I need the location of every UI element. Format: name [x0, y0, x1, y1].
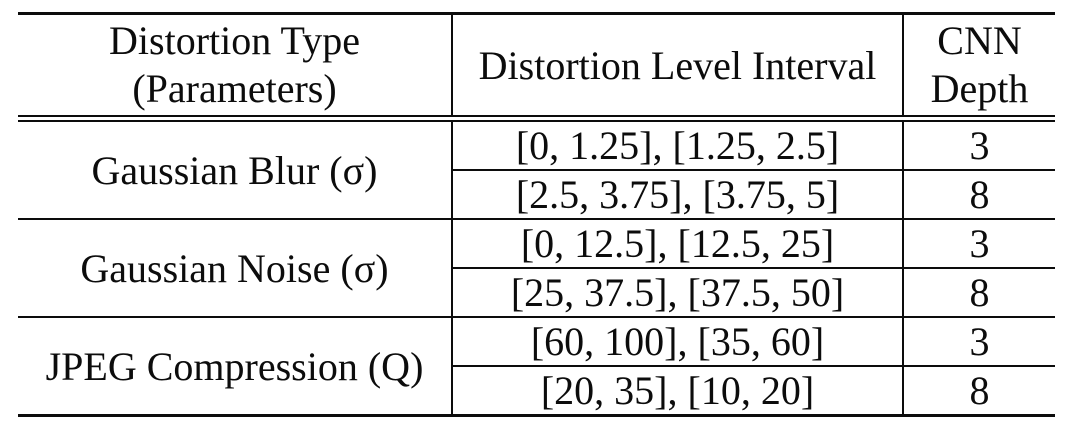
distortion-table: Distortion Type (Parameters) Distortion …: [18, 12, 1055, 417]
cell-interval: [25, 37.5], [37.5, 50]: [451, 268, 903, 318]
cell-cnn-depth: 3: [902, 219, 1055, 269]
header-distortion-type: Distortion Type (Parameters): [18, 13, 452, 122]
cell-cnn-depth: 8: [902, 268, 1055, 318]
cell-distortion-type-gaussian-blur: Gaussian Blur (σ): [18, 118, 452, 220]
cell-interval: [0, 12.5], [12.5, 25]: [451, 219, 903, 269]
table-header-row: Distortion Type (Parameters) Distortion …: [18, 13, 1055, 122]
table-row: Gaussian Blur (σ) [0, 1.25], [1.25, 2.5]…: [18, 118, 1055, 220]
cell-interval: [60, 100], [35, 60]: [451, 317, 903, 367]
cell-distortion-type-gaussian-noise: Gaussian Noise (σ): [18, 219, 452, 318]
cell-cnn-depth: 3: [902, 317, 1055, 367]
table-row: Gaussian Noise (σ) [0, 12.5], [12.5, 25]…: [18, 219, 1055, 318]
header-cnn-depth-line2: Depth: [930, 66, 1029, 111]
cell-distortion-type-jpeg-compression: JPEG Compression (Q): [18, 317, 452, 417]
cell-interval: [20, 35], [10, 20]: [451, 366, 903, 417]
table-row: [25, 37.5], [37.5, 50] 8: [18, 268, 1055, 318]
table-row: JPEG Compression (Q) [60, 100], [35, 60]…: [18, 317, 1055, 417]
cell-cnn-depth: 3: [902, 118, 1055, 171]
cell-cnn-depth: 8: [902, 170, 1055, 220]
header-cnn-depth: CNN Depth: [902, 13, 1055, 122]
table-row: [20, 35], [10, 20] 8: [18, 366, 1055, 417]
cell-interval: [0, 1.25], [1.25, 2.5]: [451, 118, 903, 171]
cell-cnn-depth: 8: [902, 366, 1055, 417]
header-cnn-depth-line1: CNN: [937, 18, 1022, 63]
header-distortion-type-line2: (Parameters): [132, 66, 337, 111]
table-row: [2.5, 3.75], [3.75, 5] 8: [18, 170, 1055, 220]
header-distortion-level-interval: Distortion Level Interval: [451, 13, 903, 122]
cell-interval: [2.5, 3.75], [3.75, 5]: [451, 170, 903, 220]
header-distortion-type-line1: Distortion Type: [109, 18, 360, 63]
